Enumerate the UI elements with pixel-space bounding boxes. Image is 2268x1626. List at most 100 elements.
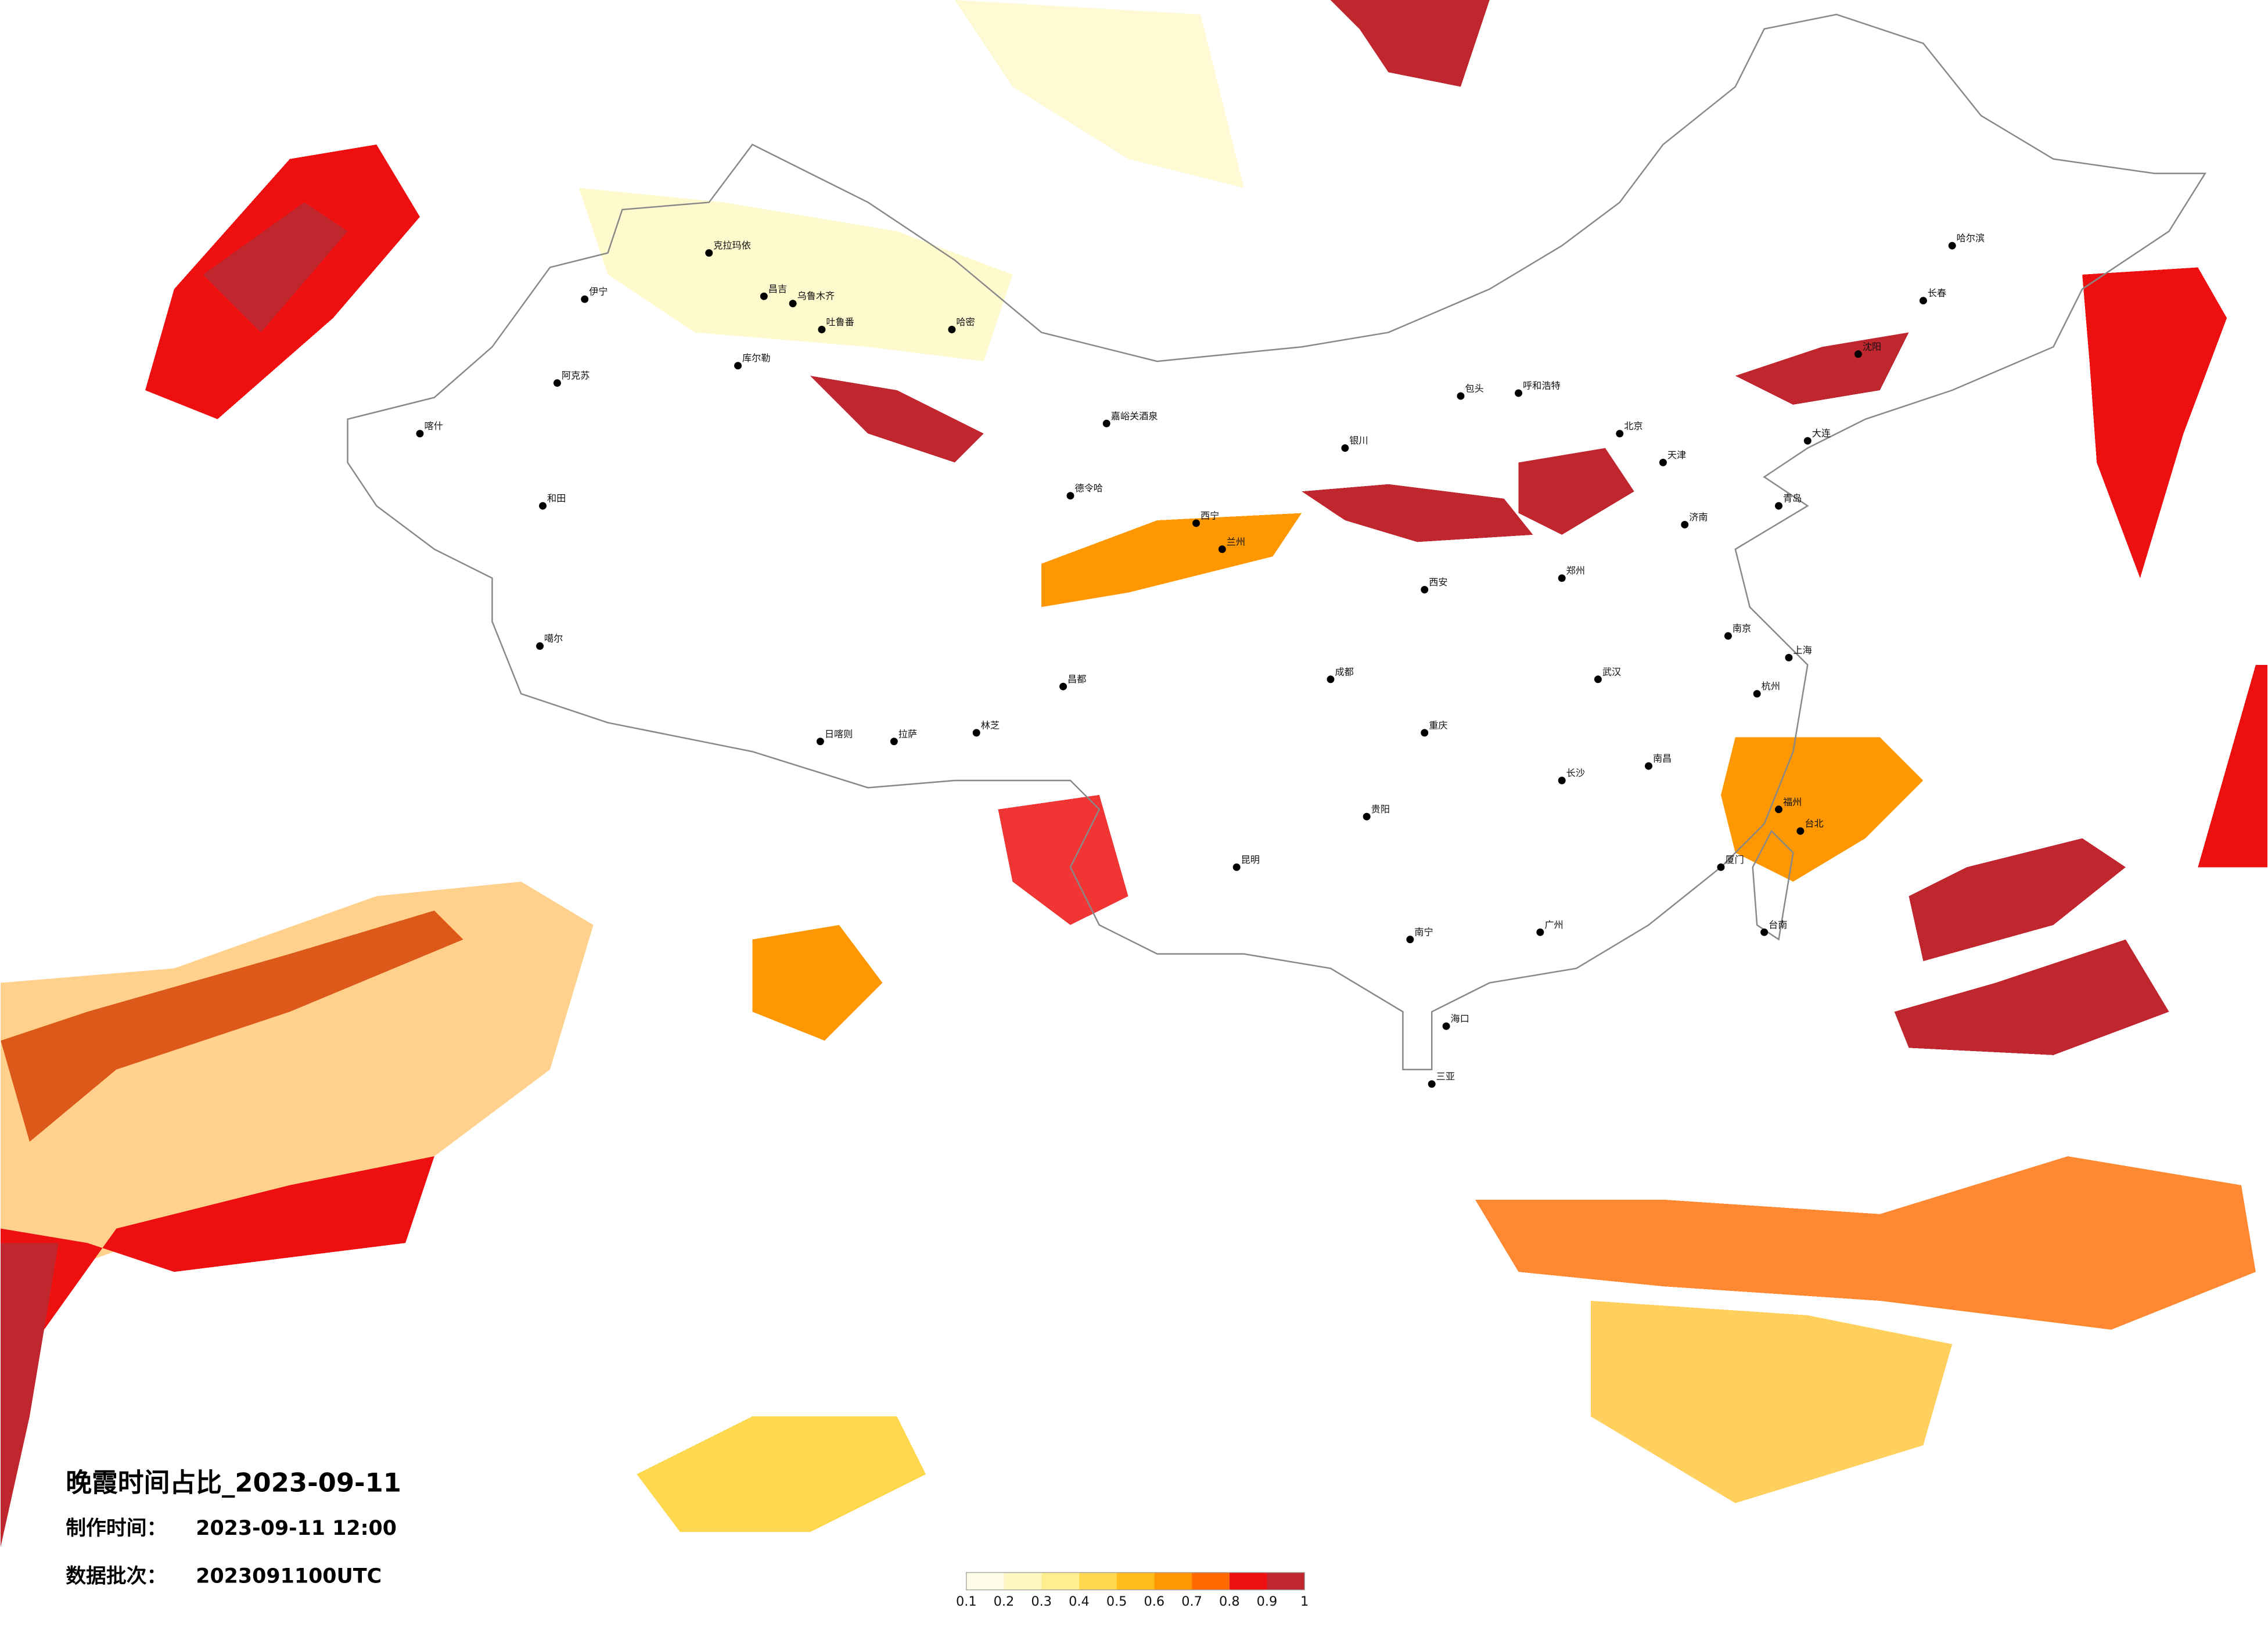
city-label: 库尔勒 [742, 352, 770, 364]
made-label: 制作时间： [66, 1517, 167, 1540]
city-dot [536, 642, 544, 650]
city-dot [1421, 585, 1429, 593]
city-label: 昌吉 [768, 283, 787, 294]
city-dot [734, 362, 742, 370]
city-dot [553, 379, 561, 387]
city-dot [1616, 430, 1624, 438]
legend-label: 0.2 [994, 1594, 1015, 1609]
colorbar-bin [1079, 1572, 1117, 1590]
city-dot [1775, 805, 1783, 814]
city-label: 噶尔 [544, 633, 563, 644]
city-dot [1059, 682, 1067, 690]
map-title: 晚霞时间占比_2023-09-11 [66, 1467, 401, 1498]
colorbar: 0.1 0.2 0.3 0.4 0.5 0.6 0.7 0.8 0.9 1 [956, 1572, 1309, 1609]
city-dot [1724, 632, 1732, 640]
city-label: 台北 [1805, 818, 1823, 829]
city-label: 日喀则 [825, 728, 853, 739]
city-dot [1421, 729, 1429, 737]
city-label: 广州 [1544, 919, 1563, 930]
city-dot [1775, 502, 1783, 510]
city-dot [1218, 545, 1226, 553]
city-dot [581, 295, 589, 303]
city-label: 台南 [1769, 919, 1787, 930]
city-dot [816, 738, 824, 746]
city-label: 阿克苏 [562, 370, 590, 381]
city-label: 武汉 [1602, 666, 1621, 677]
legend-label: 0.3 [1031, 1594, 1052, 1609]
city-label: 三亚 [1436, 1071, 1455, 1082]
city-dot [1558, 776, 1566, 785]
city-dot [948, 325, 956, 333]
city-dot [1536, 928, 1544, 936]
colorbar-bin [1041, 1572, 1079, 1590]
city-dot [1232, 863, 1241, 871]
city-dot [1803, 437, 1811, 445]
city-label: 南昌 [1653, 753, 1672, 764]
city-label: 厦门 [1725, 854, 1744, 865]
city-label: 和田 [547, 493, 566, 504]
city-dot [416, 430, 424, 438]
city-dot [1645, 762, 1653, 770]
city-dot [705, 249, 713, 257]
city-dot [1760, 928, 1769, 936]
legend-label: 0.8 [1219, 1594, 1240, 1609]
city-dot [789, 300, 797, 308]
batch-label: 数据批次： [66, 1564, 167, 1588]
colorbar-bin [1267, 1572, 1305, 1590]
city-label: 南宁 [1414, 926, 1433, 937]
city-label: 长沙 [1566, 768, 1585, 779]
city-label: 克拉玛依 [713, 240, 751, 251]
city-label: 天津 [1667, 449, 1686, 461]
city-label: 贵阳 [1371, 804, 1390, 815]
city-label: 呼和浩特 [1523, 380, 1561, 391]
colorbar-bin [1192, 1572, 1230, 1590]
city-label: 昌都 [1067, 674, 1086, 685]
legend-label: 0.5 [1106, 1594, 1127, 1609]
legend-label: 0.6 [1144, 1594, 1165, 1609]
city-dot [1428, 1080, 1436, 1088]
city-dot [972, 729, 980, 737]
city-label: 昆明 [1241, 854, 1260, 865]
city-dot [1753, 690, 1761, 698]
city-dot [1515, 389, 1523, 397]
city-label: 哈密 [956, 316, 975, 328]
city-dot [1102, 419, 1110, 427]
city-label: 海口 [1451, 1013, 1469, 1024]
legend-label: 1 [1300, 1594, 1309, 1609]
city-label: 喀什 [424, 420, 443, 431]
city-label: 大连 [1812, 428, 1831, 439]
made-time: 2023-09-11 12:00 [196, 1517, 397, 1540]
colorbar-bin [966, 1572, 1004, 1590]
city-label: 吐鲁番 [826, 316, 854, 328]
city-dot [1192, 519, 1200, 527]
city-dot [1948, 242, 1956, 250]
colorbar-frame [966, 1572, 1305, 1591]
city-dot [1785, 653, 1793, 661]
city-dot [1594, 675, 1602, 684]
colorbar-bin [1004, 1572, 1042, 1590]
city-label: 乌鲁木齐 [797, 290, 835, 301]
city-dot [1457, 392, 1465, 400]
city-label: 银川 [1349, 435, 1368, 446]
colorbar-bin [1116, 1572, 1155, 1590]
city-dot [1659, 458, 1667, 466]
city-dot [818, 325, 826, 333]
city-label: 拉萨 [898, 728, 917, 739]
batch: 2023091100UTC [196, 1564, 382, 1588]
city-dot [890, 738, 898, 746]
city-label: 西宁 [1201, 510, 1219, 521]
city-label: 南京 [1733, 623, 1751, 634]
city-label: 青岛 [1783, 493, 1802, 504]
colorbar-bin [1229, 1572, 1267, 1590]
city-label: 德令哈 [1074, 483, 1102, 494]
legend-label: 0.9 [1257, 1594, 1278, 1609]
legend-label: 0.7 [1181, 1594, 1202, 1609]
legend-label: 0.1 [956, 1594, 977, 1609]
city-dot [1442, 1022, 1450, 1030]
city-label: 伊宁 [589, 286, 608, 297]
city-label: 西安 [1429, 577, 1447, 588]
city-label: 济南 [1689, 512, 1708, 523]
city-label: 兰州 [1227, 536, 1245, 547]
china-outline [347, 13, 2207, 1071]
